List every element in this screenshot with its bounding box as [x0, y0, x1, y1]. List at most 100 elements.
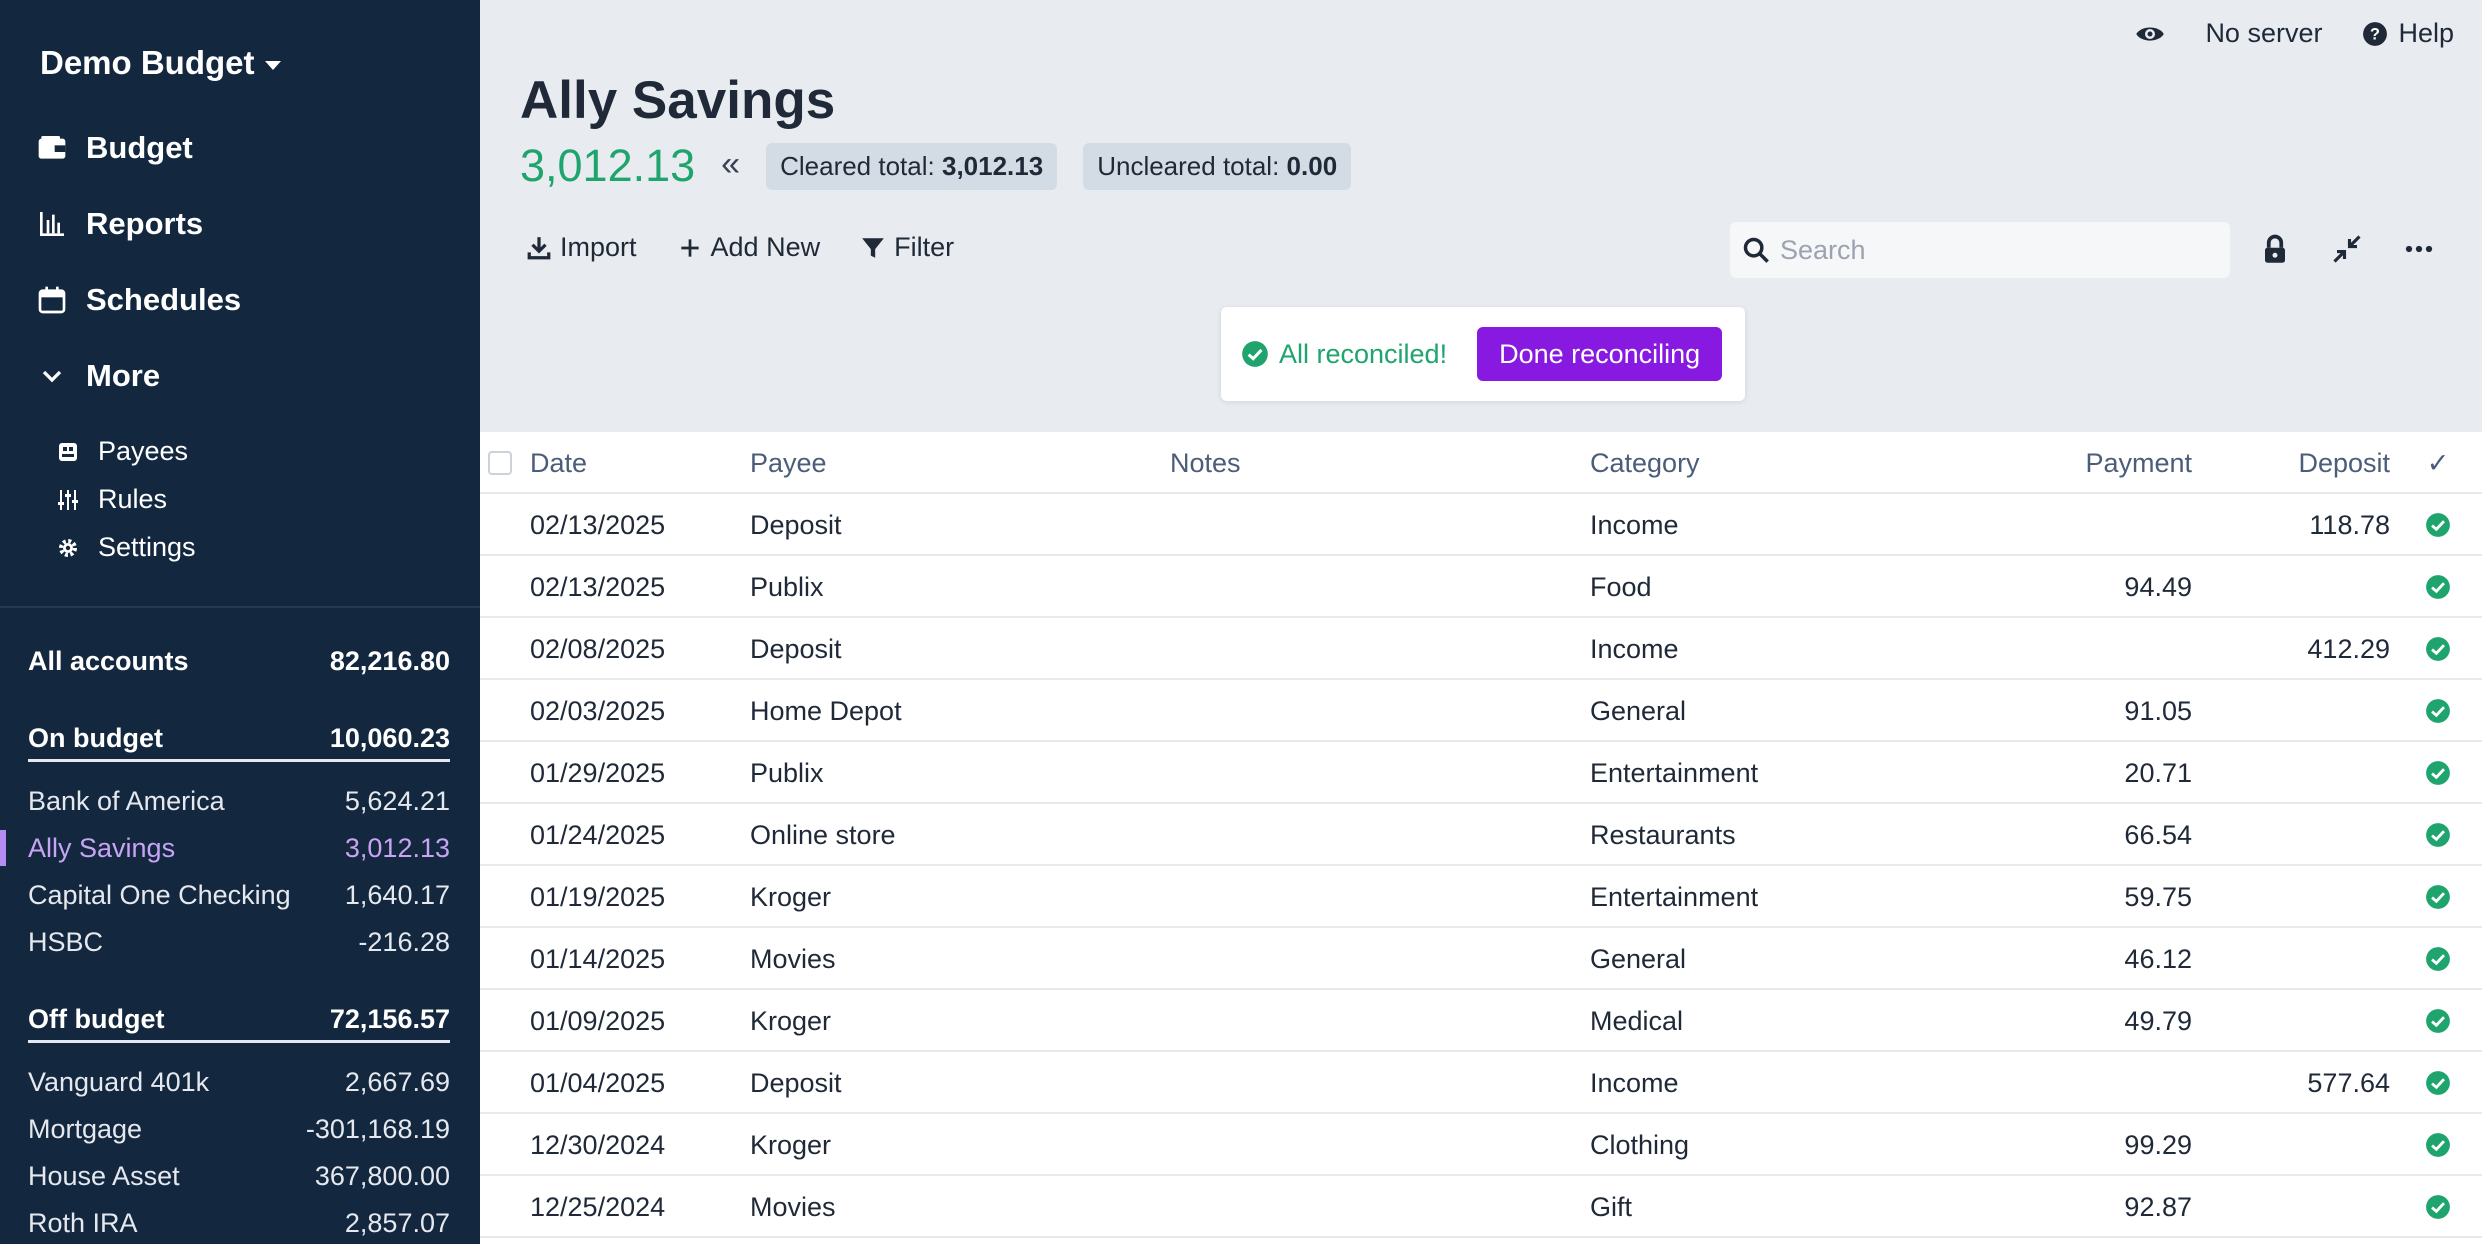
cell-deposit[interactable]: 412.29	[2307, 633, 2390, 664]
cell-category[interactable]: Income	[1590, 509, 1679, 540]
cell-date[interactable]: 01/19/2025	[530, 881, 666, 912]
cell-date[interactable]: 02/13/2025	[530, 571, 666, 602]
cell-cleared[interactable]	[2424, 494, 2452, 556]
nav-schedules[interactable]: Schedules	[36, 282, 241, 318]
nav-settings[interactable]: Settings	[56, 532, 196, 563]
nav-more[interactable]: More	[36, 358, 160, 394]
cell-cleared[interactable]	[2424, 804, 2452, 866]
account-capital-one-checking[interactable]: Capital One Checking 1,640.17	[28, 880, 450, 911]
cell-payee[interactable]: Kroger	[750, 1005, 832, 1036]
cell-date[interactable]: 01/14/2025	[530, 943, 666, 974]
account-ally-savings[interactable]: Ally Savings 3,012.13	[28, 833, 450, 864]
budget-switcher[interactable]: Demo Budget	[40, 44, 281, 82]
lock-button[interactable]	[2258, 232, 2292, 266]
nav-payees[interactable]: Payees	[56, 436, 188, 467]
off-budget-group[interactable]: Off budget 72,156.57	[28, 1004, 450, 1035]
cell-date[interactable]: 01/24/2025	[530, 819, 666, 850]
cell-payee[interactable]: Home Depot	[750, 695, 902, 726]
cell-date[interactable]: 12/25/2024	[530, 1191, 666, 1222]
cell-date[interactable]: 01/09/2025	[530, 1005, 666, 1036]
collapse-view-button[interactable]	[2330, 232, 2364, 266]
cell-payment[interactable]: 92.87	[2124, 1191, 2192, 1222]
cell-payment[interactable]: 91.05	[2124, 695, 2192, 726]
cell-payee[interactable]: Online store	[750, 819, 896, 850]
table-row[interactable]: 01/14/2025 Movies General 46.12	[480, 928, 2482, 990]
cell-cleared[interactable]	[2424, 1114, 2452, 1176]
cell-category[interactable]: Clothing	[1590, 1129, 1690, 1160]
cell-payee[interactable]: Movies	[750, 1191, 836, 1222]
table-row[interactable]: 02/13/2025 Publix Food 94.49	[480, 556, 2482, 618]
cell-cleared[interactable]	[2424, 1176, 2452, 1238]
server-status-button[interactable]: No server	[2205, 18, 2322, 49]
cell-payee[interactable]: Publix	[750, 571, 824, 602]
cell-cleared[interactable]	[2424, 928, 2452, 990]
import-button[interactable]: Import	[526, 232, 637, 263]
header-cleared[interactable]: ✓	[2426, 447, 2450, 478]
cell-cleared[interactable]	[2424, 618, 2452, 680]
cell-category[interactable]: Medical	[1590, 1005, 1684, 1036]
cell-payee[interactable]: Publix	[750, 757, 824, 788]
header-notes[interactable]: Notes	[1170, 447, 1241, 478]
cell-payee[interactable]: Deposit	[750, 509, 842, 540]
privacy-toggle[interactable]	[2135, 19, 2165, 49]
cell-category[interactable]: Restaurants	[1590, 819, 1736, 850]
cell-category[interactable]: Gift	[1590, 1191, 1633, 1222]
table-row[interactable]: 02/03/2025 Home Depot General 91.05	[480, 680, 2482, 742]
cell-payee[interactable]: Kroger	[750, 881, 832, 912]
cell-category[interactable]: Entertainment	[1590, 757, 1759, 788]
cell-category[interactable]: Income	[1590, 633, 1679, 664]
table-row[interactable]: 01/24/2025 Online store Restaurants 66.54	[480, 804, 2482, 866]
table-row[interactable]: 12/25/2024 Movies Gift 92.87	[480, 1176, 2482, 1238]
table-row[interactable]: 12/30/2024 Kroger Clothing 99.29	[480, 1114, 2482, 1176]
account-balance-total[interactable]: 3,012.13	[520, 140, 696, 191]
account-roth-ira[interactable]: Roth IRA 2,857.07	[28, 1208, 450, 1239]
cell-date[interactable]: 01/29/2025	[530, 757, 666, 788]
cell-payment[interactable]: 20.71	[2124, 757, 2192, 788]
more-options-button[interactable]	[2402, 232, 2436, 266]
collapse-balances-icon[interactable]: «	[721, 144, 741, 183]
cell-payee[interactable]: Kroger	[750, 1129, 832, 1160]
cell-cleared[interactable]	[2424, 556, 2452, 618]
add-new-button[interactable]: Add New	[677, 232, 820, 263]
cell-cleared[interactable]	[2424, 742, 2452, 804]
account-vanguard-401k[interactable]: Vanguard 401k 2,667.69	[28, 1067, 450, 1098]
header-date[interactable]: Date	[530, 447, 588, 478]
cell-cleared[interactable]	[2424, 866, 2452, 928]
account-title[interactable]: Ally Savings	[520, 71, 836, 130]
cell-date[interactable]: 01/04/2025	[530, 1067, 666, 1098]
cell-category[interactable]: General	[1590, 943, 1687, 974]
header-category[interactable]: Category	[1590, 447, 1700, 478]
filter-button[interactable]: Filter	[860, 232, 954, 263]
header-deposit[interactable]: Deposit	[2298, 447, 2390, 478]
cell-payment[interactable]: 59.75	[2124, 881, 2192, 912]
cell-payee[interactable]: Deposit	[750, 1067, 842, 1098]
account-mortgage[interactable]: Mortgage -301,168.19	[28, 1114, 450, 1145]
cell-payment[interactable]: 46.12	[2124, 943, 2192, 974]
header-payee[interactable]: Payee	[750, 447, 827, 478]
done-reconciling-button[interactable]: Done reconciling	[1477, 327, 1723, 381]
nav-budget[interactable]: Budget	[36, 130, 193, 166]
help-button[interactable]: ? Help	[2362, 18, 2454, 49]
account-hsbc[interactable]: HSBC -216.28	[28, 927, 450, 958]
cell-category[interactable]: Income	[1590, 1067, 1679, 1098]
table-row[interactable]: 02/08/2025 Deposit Income 412.29	[480, 618, 2482, 680]
search-input[interactable]	[1780, 234, 2220, 266]
select-all-checkbox[interactable]	[488, 451, 512, 475]
table-row[interactable]: 01/29/2025 Publix Entertainment 20.71	[480, 742, 2482, 804]
nav-reports[interactable]: Reports	[36, 206, 203, 242]
all-accounts[interactable]: All accounts 82,216.80	[28, 646, 450, 677]
cell-deposit[interactable]: 118.78	[2309, 509, 2390, 540]
on-budget-group[interactable]: On budget 10,060.23	[28, 723, 450, 754]
cell-payment[interactable]: 49.79	[2124, 1005, 2192, 1036]
table-row[interactable]: 02/13/2025 Deposit Income 118.78	[480, 494, 2482, 556]
cell-payment[interactable]: 94.49	[2124, 571, 2192, 602]
cell-cleared[interactable]	[2424, 990, 2452, 1052]
cell-category[interactable]: Food	[1590, 571, 1652, 602]
cell-payee[interactable]: Deposit	[750, 633, 842, 664]
cell-date[interactable]: 02/03/2025	[530, 695, 666, 726]
table-row[interactable]: 01/09/2025 Kroger Medical 49.79	[480, 990, 2482, 1052]
cell-category[interactable]: General	[1590, 695, 1687, 726]
nav-rules[interactable]: Rules	[56, 484, 167, 515]
account-bank-of-america[interactable]: Bank of America 5,624.21	[28, 786, 450, 817]
cell-date[interactable]: 12/30/2024	[530, 1129, 666, 1160]
